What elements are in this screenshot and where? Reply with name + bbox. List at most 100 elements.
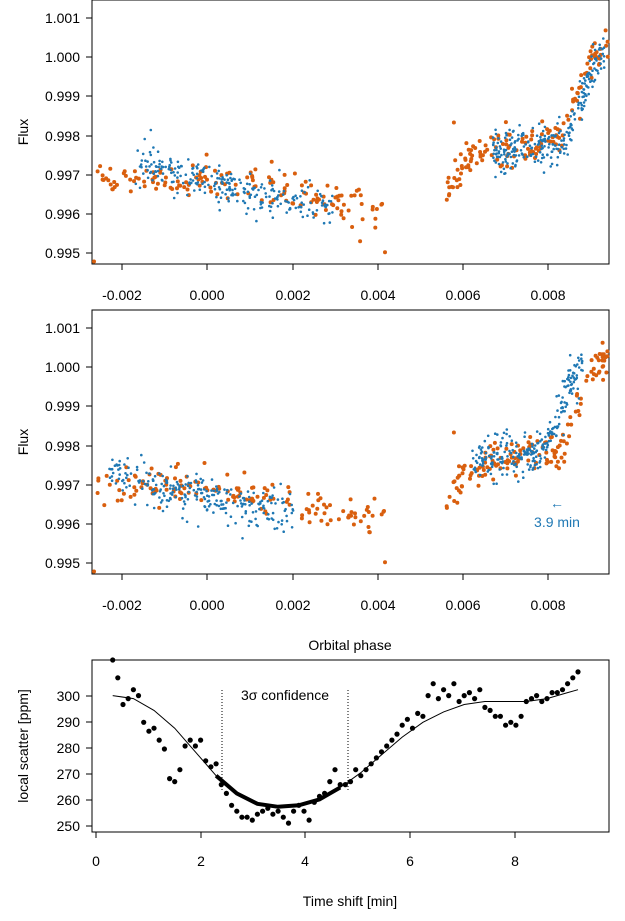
data-point-blue [146, 160, 149, 163]
data-point-blue [554, 415, 557, 419]
data-point-blue [209, 503, 212, 506]
scatter-point [311, 799, 317, 805]
data-point-blue [542, 171, 546, 174]
data-point-orange [313, 212, 318, 217]
data-point-blue [152, 488, 156, 491]
data-point-orange [250, 174, 255, 178]
ytick-label: 0.996 [45, 206, 80, 222]
data-point-blue [234, 193, 237, 196]
data-point-blue [510, 136, 514, 139]
data-point-orange [250, 178, 255, 183]
data-point-orange [584, 378, 589, 383]
data-point-blue [260, 499, 264, 503]
data-point-orange [372, 496, 377, 501]
data-point-blue [144, 165, 148, 168]
data-point-blue [544, 435, 547, 439]
data-point-orange [261, 495, 266, 500]
data-point-blue [582, 88, 586, 91]
data-point-blue [118, 473, 121, 476]
data-point-orange [100, 173, 105, 178]
data-point-orange [569, 422, 574, 427]
data-point-orange [498, 164, 503, 169]
data-point-blue [181, 484, 185, 488]
data-point-orange [158, 170, 163, 175]
data-point-blue [575, 402, 579, 405]
data-point-blue [579, 101, 583, 105]
scatter-point [332, 767, 338, 773]
data-point-blue [327, 212, 330, 216]
data-point-blue [326, 203, 329, 207]
data-point-blue [498, 468, 502, 471]
data-point-blue [555, 163, 559, 167]
data-point-orange [553, 126, 558, 130]
data-point-orange [299, 183, 304, 188]
data-point-blue [568, 391, 571, 395]
data-point-orange [518, 448, 523, 453]
data-point-blue [146, 503, 149, 507]
data-point-blue [307, 208, 311, 211]
data-point-orange [217, 486, 222, 491]
ytick-label: 290 [57, 714, 81, 730]
data-point-blue [239, 492, 243, 495]
data-point-blue [496, 451, 499, 455]
data-point-blue [262, 507, 266, 510]
data-point-blue [505, 432, 508, 436]
data-point-orange [178, 478, 183, 483]
data-point-blue [561, 409, 565, 413]
data-point-blue [580, 353, 583, 357]
panel-top-frame [91, 0, 610, 265]
data-point-orange [559, 438, 563, 443]
data-point-blue [552, 432, 556, 436]
data-point-blue [576, 363, 579, 366]
data-point-blue [158, 496, 161, 499]
data-point-blue [270, 184, 274, 187]
data-point-blue [524, 143, 527, 146]
data-point-blue [226, 178, 230, 181]
data-point-blue [529, 464, 532, 467]
scatter-point [244, 814, 250, 820]
data-point-orange [459, 484, 464, 489]
scatter-point [518, 713, 524, 719]
data-point-blue [169, 465, 173, 468]
data-point-orange [358, 193, 363, 198]
scatter-point [203, 758, 209, 764]
data-point-blue [224, 192, 227, 196]
data-point-orange [529, 137, 534, 142]
data-point-orange [444, 505, 449, 510]
data-point-orange [374, 207, 379, 211]
data-point-blue [156, 174, 160, 178]
data-point-blue [539, 457, 543, 460]
data-point-blue [110, 467, 114, 471]
data-point-blue [546, 153, 549, 156]
data-point-blue [493, 432, 497, 436]
data-point-blue [268, 179, 272, 182]
data-point-blue [195, 472, 198, 476]
data-point-orange [452, 176, 457, 180]
data-point-blue [186, 484, 190, 488]
data-point-blue [110, 479, 114, 483]
data-point-orange [358, 519, 363, 524]
data-point-orange [588, 49, 593, 54]
scatter-point [177, 767, 183, 773]
x-axis-label: Orbital phase [308, 637, 391, 653]
data-point-blue [211, 493, 214, 497]
data-point-blue [163, 494, 166, 498]
data-point-blue [598, 43, 601, 47]
data-point-orange [460, 471, 465, 476]
data-point-blue [190, 181, 193, 185]
data-point-orange [142, 184, 147, 189]
data-point-blue [159, 167, 163, 171]
data-point-orange [299, 516, 304, 521]
data-point-blue [510, 439, 514, 443]
data-point-orange [300, 513, 305, 518]
scatter-point [394, 731, 400, 737]
data-point-orange [469, 157, 474, 161]
data-point-blue [151, 492, 155, 496]
data-point-blue [537, 140, 541, 143]
data-point-orange [466, 147, 471, 152]
data-point-orange [213, 168, 217, 173]
data-point-orange [339, 209, 344, 214]
data-point-blue [530, 146, 534, 150]
data-point-blue [541, 444, 544, 448]
data-point-blue [519, 149, 523, 152]
